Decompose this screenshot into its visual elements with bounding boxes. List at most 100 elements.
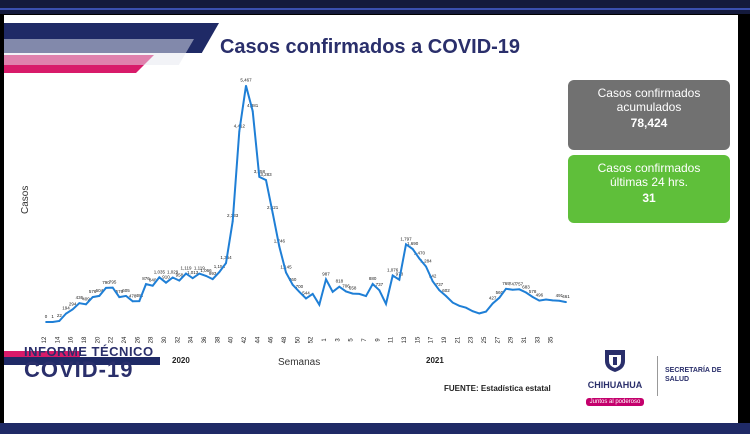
data-point (378, 289, 381, 292)
data-label: 910 (162, 275, 170, 280)
bottom-navy-band (4, 357, 160, 365)
x-tick-label: 19 (442, 336, 448, 343)
data-label: 1,145 (280, 265, 292, 270)
data-point (71, 308, 74, 311)
x-tick-label: 17 (429, 336, 435, 343)
data-point (171, 276, 174, 279)
data-point (58, 320, 61, 322)
data-label: 1,029 (167, 270, 179, 275)
x-tick-label: 14 (55, 336, 61, 343)
state-name: CHIHUAHUA (587, 380, 643, 390)
data-point (138, 300, 141, 302)
data-label: 194 (62, 306, 70, 311)
x-tick-label: 1 (322, 338, 328, 342)
data-point (265, 179, 267, 182)
data-point (551, 299, 554, 302)
data-point (545, 298, 547, 301)
x-tick-label: 28 (149, 336, 155, 343)
data-point (65, 312, 67, 315)
data-label: 860 (289, 277, 297, 282)
data-label: 1,076 (387, 268, 399, 273)
x-tick-label: 20 (95, 336, 101, 343)
data-point (98, 294, 101, 297)
x-tick-label: 50 (295, 336, 301, 343)
data-point (271, 212, 274, 214)
x-tick-label: 29 (509, 336, 515, 343)
data-point (465, 306, 467, 309)
data-point (118, 296, 121, 299)
data-label: 1,119 (181, 266, 192, 271)
x-tick-label: 30 (162, 336, 168, 343)
x-tick-label: 21 (455, 336, 461, 343)
data-label: 436 (76, 295, 84, 300)
data-label: 576 (89, 289, 97, 294)
x-tick-label: 34 (189, 336, 195, 343)
data-point (358, 293, 361, 295)
data-point (291, 283, 294, 286)
x-axis-label: Semanas (278, 357, 321, 368)
data-label: 818 (336, 279, 344, 284)
state-slogan: Juntos al poderoso (585, 398, 645, 406)
x-tick-label: 31 (522, 336, 528, 343)
data-label: 3,283 (260, 172, 272, 177)
data-point (558, 299, 561, 302)
data-point (131, 300, 134, 303)
data-label: 4,881 (247, 103, 259, 108)
data-label: 478 (129, 293, 137, 298)
data-point (411, 248, 414, 250)
data-label: 1,690 (407, 241, 419, 246)
x-tick-label: 26 (135, 336, 141, 343)
data-label: 747 (509, 282, 517, 287)
report-logo: INFORME TÉCNICO COVID-19 (24, 344, 154, 381)
data-label: 294 (69, 301, 77, 306)
source-note: FUENTE: Estadística estatal (444, 384, 551, 393)
data-point (398, 278, 401, 281)
state-shield-icon (605, 350, 625, 372)
x-tick-label: 24 (122, 336, 128, 343)
data-point (391, 274, 394, 277)
data-label: 1,013 (187, 270, 199, 275)
data-point (245, 84, 247, 87)
data-point (158, 276, 161, 279)
data-label: 942 (429, 273, 437, 278)
accumulated-cases-card: Casos confirmados acumulados 78,424 (568, 80, 730, 150)
report-logo-line2: COVID-19 (24, 357, 134, 382)
data-point (385, 302, 387, 305)
chart-title: Casos confirmados a COVID-19 (219, 36, 521, 58)
data-point (191, 277, 194, 280)
data-label: 544 (302, 290, 310, 295)
data-label: 993 (209, 271, 217, 276)
last24-cases-card: Casos confirmados últimas 24 hrs. 31 (568, 155, 730, 223)
x-tick-label: 23 (469, 336, 475, 343)
last24-cases-value: 31 (642, 191, 656, 205)
x-tick-label: 22 (109, 336, 115, 343)
data-label: 461 (562, 294, 570, 299)
data-label: 576 (116, 289, 124, 294)
data-point (151, 284, 154, 287)
data-label: 1,746 (274, 239, 286, 244)
data-point (45, 321, 47, 323)
data-label: 683 (522, 284, 530, 289)
data-point (311, 293, 314, 295)
x-tick-label: 11 (389, 336, 395, 343)
data-point (305, 297, 307, 300)
ministry-name: SECRETARÍA DE SALUD (665, 367, 722, 383)
data-label: 427 (489, 296, 497, 301)
x-tick-label: 33 (535, 336, 541, 343)
report-logo-line1: INFORME TÉCNICO (24, 344, 154, 359)
data-point (278, 245, 281, 248)
data-point (365, 295, 367, 297)
data-point (178, 279, 181, 282)
data-point (238, 130, 241, 133)
data-point (145, 283, 147, 286)
data-point (85, 303, 87, 306)
data-label: 757 (516, 281, 524, 286)
data-label: 658 (349, 286, 357, 291)
data-label: 840 (149, 278, 157, 283)
data-label: 2,521 (267, 205, 279, 210)
data-label: 560 (496, 290, 504, 295)
data-label: 706 (342, 283, 350, 288)
data-point (251, 110, 254, 112)
data-point (331, 290, 334, 293)
data-point (325, 278, 327, 281)
